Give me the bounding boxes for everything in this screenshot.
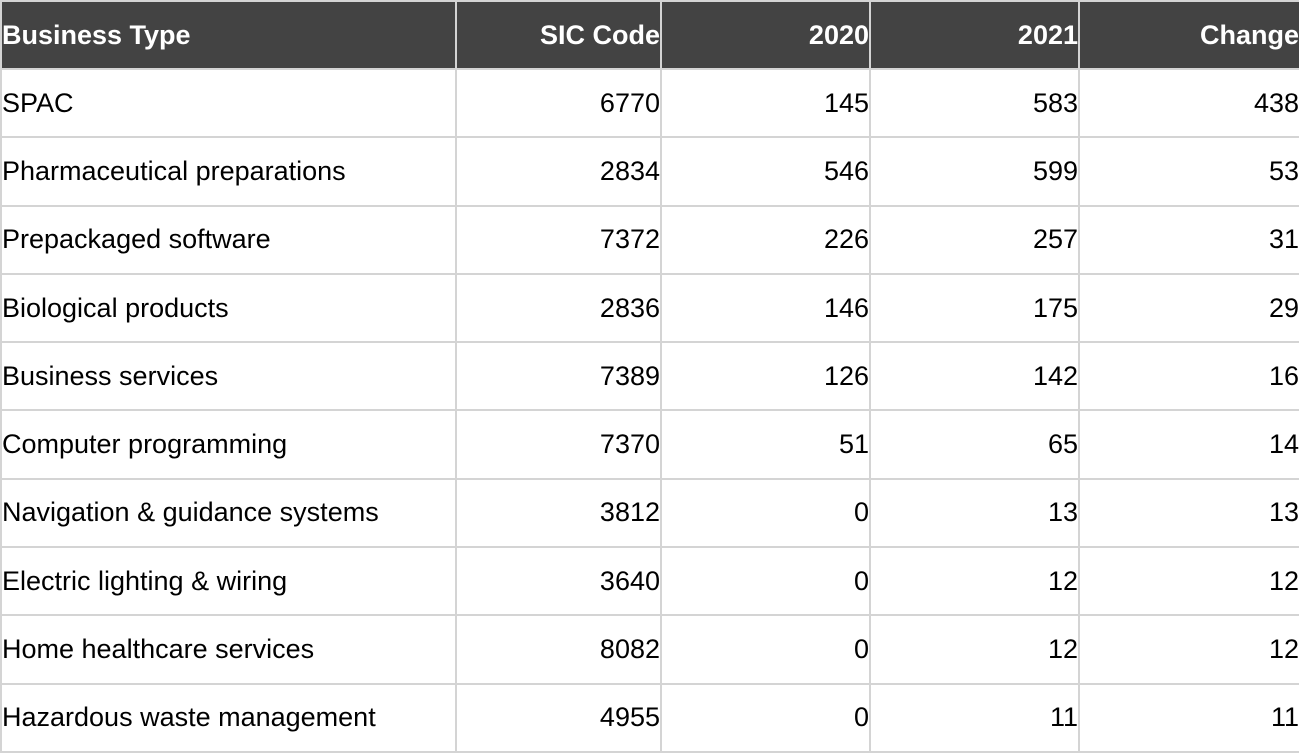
cell-2021: 142 xyxy=(869,341,1080,412)
header-cell-2021: 2021 xyxy=(869,0,1080,70)
cell-2020: 0 xyxy=(660,546,871,617)
cell-change: 13 xyxy=(1078,477,1299,549)
cell-business-type: Pharmaceutical preparations xyxy=(0,136,457,207)
cell-2021: 583 xyxy=(869,67,1080,139)
cell-change: 12 xyxy=(1078,546,1299,617)
cell-sic-code: 4955 xyxy=(455,682,662,753)
cell-sic-code: 2836 xyxy=(455,272,662,344)
table-row: SPAC 6770 145 583 438 xyxy=(0,67,1299,139)
cell-business-type: Biological products xyxy=(0,272,457,344)
cell-2020: 145 xyxy=(660,67,871,139)
cell-sic-code: 2834 xyxy=(455,136,662,207)
cell-change: 16 xyxy=(1078,341,1299,412)
cell-change: 12 xyxy=(1078,614,1299,685)
table-row: Hazardous waste management 4955 0 11 11 xyxy=(0,682,1299,753)
cell-2020: 146 xyxy=(660,272,871,344)
cell-business-type: Home healthcare services xyxy=(0,614,457,685)
cell-sic-code: 3812 xyxy=(455,477,662,549)
cell-2021: 257 xyxy=(869,204,1080,275)
cell-business-type: Prepackaged software xyxy=(0,204,457,275)
table-row: Business services 7389 126 142 16 xyxy=(0,341,1299,412)
cell-business-type: Navigation & guidance systems xyxy=(0,477,457,549)
cell-change: 29 xyxy=(1078,272,1299,344)
cell-sic-code: 7372 xyxy=(455,204,662,275)
cell-sic-code: 8082 xyxy=(455,614,662,685)
cell-change: 11 xyxy=(1078,682,1299,753)
cell-business-type: Electric lighting & wiring xyxy=(0,546,457,617)
header-cell-change: Change xyxy=(1078,0,1299,70)
table-row: Computer programming 7370 51 65 14 xyxy=(0,409,1299,480)
cell-2021: 11 xyxy=(869,682,1080,753)
cell-sic-code: 6770 xyxy=(455,67,662,139)
cell-2021: 12 xyxy=(869,546,1080,617)
cell-business-type: Computer programming xyxy=(0,409,457,480)
cell-2020: 226 xyxy=(660,204,871,275)
cell-2021: 12 xyxy=(869,614,1080,685)
cell-2021: 65 xyxy=(869,409,1080,480)
cell-2021: 599 xyxy=(869,136,1080,207)
table-row: Home healthcare services 8082 0 12 12 xyxy=(0,614,1299,685)
cell-sic-code: 7389 xyxy=(455,341,662,412)
cell-2020: 51 xyxy=(660,409,871,480)
table-row: Biological products 2836 146 175 29 xyxy=(0,272,1299,344)
cell-business-type: Hazardous waste management xyxy=(0,682,457,753)
cell-change: 53 xyxy=(1078,136,1299,207)
header-cell-business-type: Business Type xyxy=(0,0,457,70)
cell-2020: 0 xyxy=(660,477,871,549)
table-row: Pharmaceutical preparations 2834 546 599 53 xyxy=(0,136,1299,207)
table-header-row: Business Type SIC Code 2020 2021 Change xyxy=(0,0,1299,70)
cell-2021: 13 xyxy=(869,477,1080,549)
cell-sic-code: 7370 xyxy=(455,409,662,480)
cell-2020: 126 xyxy=(660,341,871,412)
cell-2020: 546 xyxy=(660,136,871,207)
table-row: Electric lighting & wiring 3640 0 12 12 xyxy=(0,546,1299,617)
cell-change: 14 xyxy=(1078,409,1299,480)
cell-2021: 175 xyxy=(869,272,1080,344)
header-cell-2020: 2020 xyxy=(660,0,871,70)
table-row: Prepackaged software 7372 226 257 31 xyxy=(0,204,1299,275)
cell-change: 31 xyxy=(1078,204,1299,275)
header-cell-sic-code: SIC Code xyxy=(455,0,662,70)
cell-sic-code: 3640 xyxy=(455,546,662,617)
cell-business-type: SPAC xyxy=(0,67,457,139)
cell-2020: 0 xyxy=(660,614,871,685)
table-row: Navigation & guidance systems 3812 0 13 13 xyxy=(0,477,1299,549)
cell-change: 438 xyxy=(1078,67,1299,139)
cell-2020: 0 xyxy=(660,682,871,753)
cell-business-type: Business services xyxy=(0,341,457,412)
